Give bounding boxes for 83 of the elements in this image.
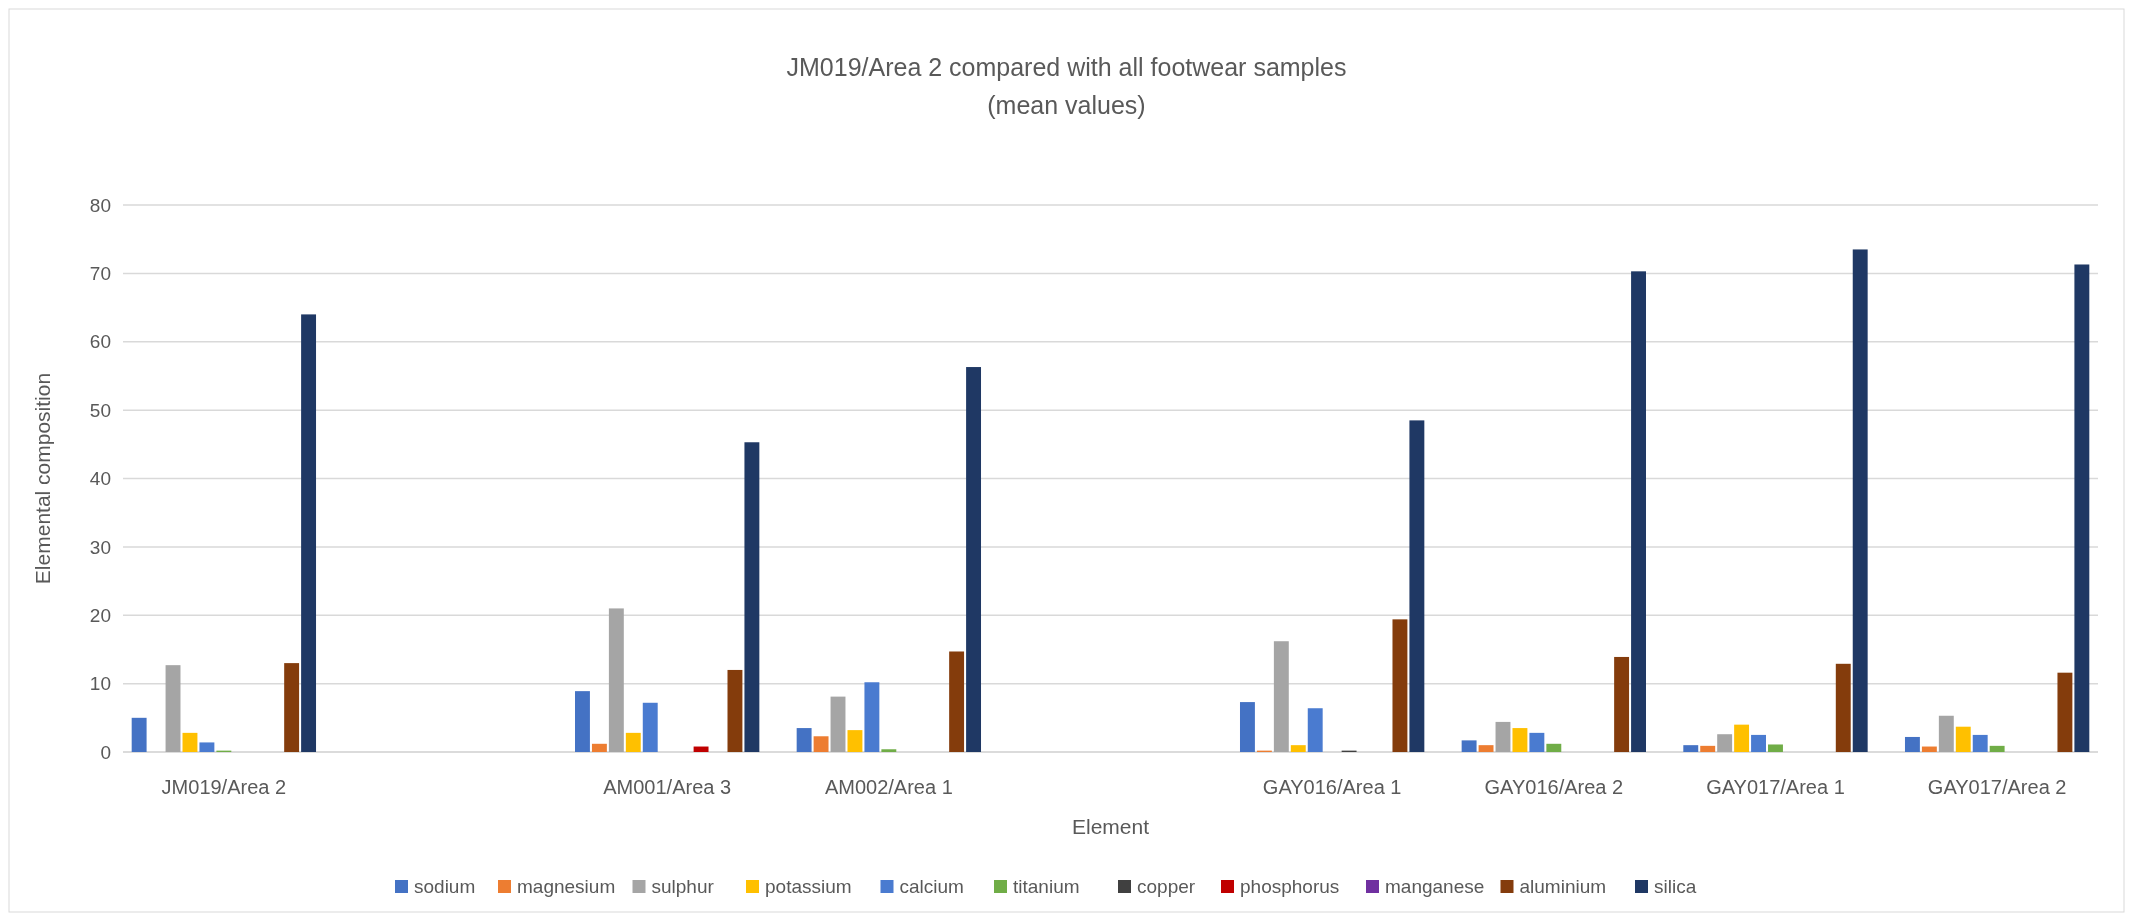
x-tick-label: GAY017/Area 1	[1706, 776, 1845, 798]
y-tick-label: 0	[100, 741, 111, 763]
bar	[881, 749, 897, 752]
x-tick-label: GAY016/Area 1	[1262, 776, 1402, 798]
legend-label: magnesium	[517, 876, 616, 897]
bar	[1273, 641, 1289, 752]
bar	[199, 742, 215, 752]
y-tick-label: 60	[89, 331, 111, 353]
bar	[1751, 734, 1766, 752]
bar	[1852, 249, 1868, 752]
bar	[1700, 745, 1716, 752]
bar	[796, 728, 812, 752]
x-tick-label: AM001/Area 3	[603, 776, 732, 798]
bar	[131, 717, 147, 752]
bar	[642, 702, 658, 752]
bar	[1768, 744, 1783, 752]
x-tick-label: AM002/Area 1	[824, 776, 953, 798]
bar	[1835, 663, 1851, 752]
chart-title: JM019/Area 2 compared with all footwear samples	[786, 53, 1347, 81]
legend-label: sulphur	[651, 876, 715, 897]
y-axis-title: Elemental composition	[31, 372, 54, 585]
bar	[1904, 736, 1920, 752]
bar	[1546, 743, 1562, 752]
chart-subtitle: (mean values)	[987, 91, 1146, 119]
bar	[864, 682, 880, 752]
bar	[2057, 672, 2073, 752]
bar	[1989, 745, 2005, 752]
bar	[1938, 715, 1954, 752]
bar	[693, 746, 709, 752]
bar	[1512, 728, 1528, 752]
bar	[182, 732, 198, 752]
bar	[608, 608, 624, 752]
y-tick-label: 40	[89, 468, 111, 490]
bar	[1529, 732, 1545, 752]
bar	[1239, 702, 1255, 752]
bar	[1392, 619, 1408, 752]
bar	[949, 651, 965, 752]
y-tick-label: 20	[89, 604, 111, 626]
bar	[575, 691, 590, 752]
bar	[744, 442, 760, 752]
bar	[284, 663, 300, 752]
x-tick-label: JM019/Area 2	[161, 776, 287, 798]
y-tick-label: 50	[89, 399, 111, 421]
x-tick-label: GAY016/Area 2	[1484, 776, 1624, 798]
legend-label: silica	[1654, 876, 1697, 897]
bar	[591, 743, 607, 752]
bar	[813, 736, 829, 752]
bar	[1461, 740, 1477, 752]
bar	[1734, 724, 1750, 752]
bar	[1290, 745, 1306, 752]
bar	[625, 732, 641, 752]
legend-label: aluminium	[1519, 876, 1607, 897]
bar	[1307, 708, 1323, 752]
bar	[1717, 734, 1733, 752]
x-tick-label: GAY017/Area 2	[1927, 776, 2067, 798]
bar	[1409, 420, 1425, 752]
bar	[1631, 271, 1646, 752]
bar	[1478, 745, 1494, 752]
bar	[847, 730, 863, 752]
bar	[830, 696, 846, 752]
x-axis-title: Element	[1071, 815, 1150, 838]
legend-label: sodium	[414, 876, 476, 897]
legend-label: calcium	[899, 876, 964, 897]
bar	[1683, 745, 1699, 752]
y-tick-label: 10	[89, 673, 111, 695]
bar	[165, 665, 181, 752]
legend-label: manganese	[1385, 876, 1485, 897]
bar	[966, 367, 982, 752]
bar	[1495, 721, 1511, 752]
bar	[1921, 746, 1937, 752]
bar	[1614, 656, 1630, 752]
legend-label: potassium	[765, 876, 852, 897]
bar	[2074, 264, 2090, 752]
y-tick-label: 80	[89, 194, 111, 216]
y-tick-label: 30	[89, 536, 111, 558]
bar	[727, 669, 743, 752]
y-tick-label: 70	[89, 263, 111, 285]
legend-label: copper	[1137, 876, 1196, 897]
bar	[301, 314, 317, 752]
bar	[1955, 726, 1971, 752]
bar	[1972, 734, 1988, 752]
legend-label: phosphorus	[1240, 876, 1340, 897]
legend-label: titanium	[1013, 876, 1080, 897]
